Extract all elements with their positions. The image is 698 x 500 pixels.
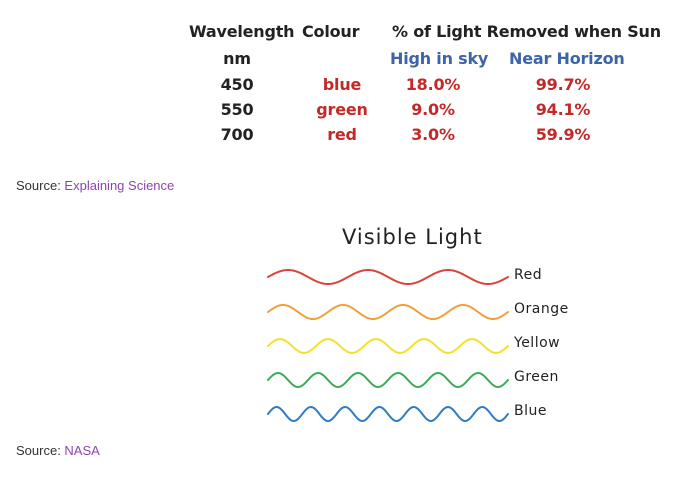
- row-near-value: 99.7%: [535, 75, 591, 94]
- subheader-high-in-sky: High in sky: [390, 49, 489, 68]
- light-removal-table: Wavelength Colour % of Light Removed whe…: [185, 18, 661, 153]
- orange-wave: [267, 303, 509, 321]
- row-colour: green: [316, 100, 368, 119]
- row-colour: red: [327, 125, 357, 144]
- explaining-science-link[interactable]: Explaining Science: [64, 178, 175, 193]
- row-high-value: 18.0%: [405, 75, 461, 94]
- yellow-wave: [267, 337, 509, 355]
- blue-wave: [267, 405, 509, 423]
- visible-light-figure: Visible Light Red Orange Yellow Green Bl…: [260, 225, 590, 440]
- subheader-unit: nm: [223, 49, 251, 68]
- subheader-near-horizon: Near Horizon: [509, 49, 625, 68]
- row-high-value: 9.0%: [411, 100, 455, 119]
- source-prefix: Source:: [16, 443, 65, 458]
- header-removed: % of Light Removed when Sun: [392, 22, 661, 41]
- wave-label-yellow: Yellow: [514, 335, 561, 351]
- row-wavelength: 550: [220, 100, 254, 119]
- green-wave: [267, 371, 509, 389]
- nasa-link[interactable]: NASA: [64, 443, 100, 458]
- red-wave: [267, 268, 509, 286]
- row-high-value: 3.0%: [411, 125, 455, 144]
- wave-label-orange: Orange: [514, 301, 569, 317]
- row-colour: blue: [322, 75, 362, 94]
- row-near-value: 94.1%: [535, 100, 591, 119]
- wave-label-red: Red: [514, 267, 543, 283]
- figure-title: Visible Light: [342, 225, 483, 249]
- row-wavelength: 700: [220, 125, 254, 144]
- row-near-value: 59.9%: [535, 125, 591, 144]
- header-wavelength: Wavelength: [189, 22, 295, 41]
- row-wavelength: 450: [220, 75, 254, 94]
- header-colour: Colour: [302, 22, 360, 41]
- wave-label-green: Green: [514, 369, 559, 385]
- source-caption: Source: NASA: [16, 443, 100, 458]
- source-caption: Source: Explaining Science: [16, 178, 174, 193]
- wave-label-blue: Blue: [514, 403, 547, 419]
- source-prefix: Source:: [16, 178, 65, 193]
